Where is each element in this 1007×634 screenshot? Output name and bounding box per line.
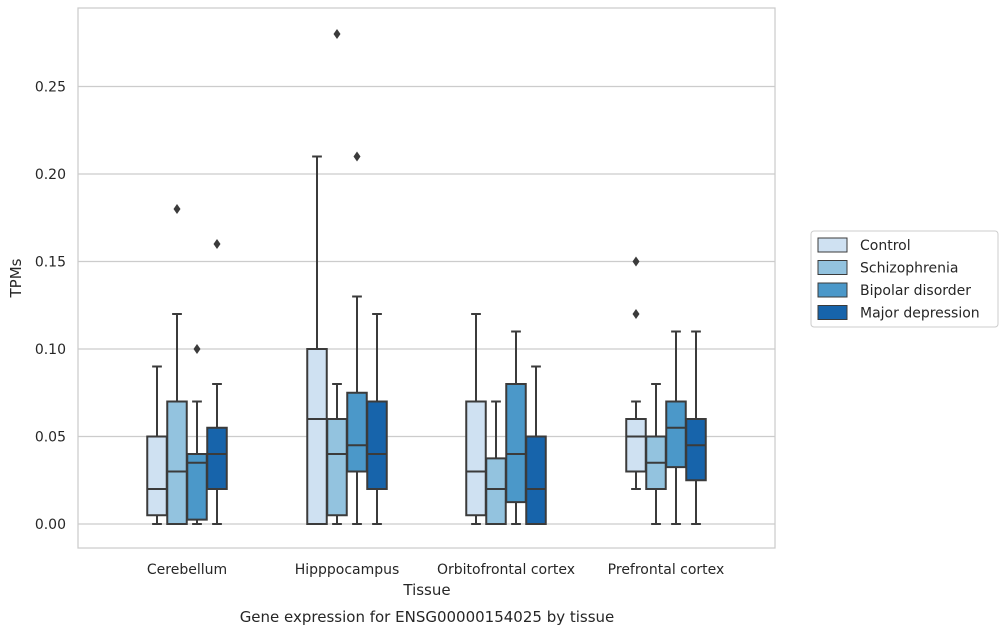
legend-label: Control <box>860 238 911 254</box>
y-tick-label: 0.20 <box>35 167 66 183</box>
legend-frame <box>810 230 999 328</box>
legend-swatch <box>817 305 848 320</box>
y-tick-label: 0.05 <box>35 430 66 446</box>
box-body <box>465 400 487 517</box>
box-major-depression <box>366 313 388 525</box>
box-body <box>366 400 388 490</box>
box-schizophrenia <box>326 29 348 525</box>
box-major-depression <box>525 365 547 525</box>
y-tick-label: 0.10 <box>35 342 66 358</box>
box-body <box>505 383 527 504</box>
y-axis-label: TPMs <box>7 258 25 298</box>
box-schizophrenia <box>166 204 188 525</box>
box-body <box>186 453 208 521</box>
box-body <box>685 418 707 482</box>
outlier-marker <box>353 151 361 162</box>
box-body <box>625 418 647 473</box>
box-bipolar-disorder <box>665 330 687 525</box>
box-control <box>306 155 328 525</box>
chart-caption: Gene expression for ENSG00000154025 by t… <box>240 608 615 626</box>
x-tick-label: Hipppocampus <box>295 562 400 578</box>
box-body <box>485 457 507 525</box>
legend-swatch <box>817 260 848 275</box>
outlier-marker <box>333 29 341 39</box>
box-bipolar-disorder <box>346 151 368 525</box>
legend-label: Major depression <box>860 306 980 322</box>
y-tick-label: 0.25 <box>35 80 66 96</box>
outlier-marker <box>173 204 181 214</box>
box-body <box>166 400 188 525</box>
x-tick-label: Cerebellum <box>147 562 227 578</box>
y-tick-label: 0.00 <box>35 517 66 533</box>
box-body <box>306 348 328 525</box>
legend-label: Schizophrenia <box>860 261 958 277</box>
box-schizophrenia <box>645 383 667 525</box>
x-tick-label: Prefrontal cortex <box>608 562 725 578</box>
outlier-marker <box>632 309 640 319</box>
y-tick-label: 0.15 <box>35 255 66 271</box>
box-schizophrenia <box>485 400 507 525</box>
box-control <box>465 313 487 525</box>
legend-swatch <box>817 282 848 298</box>
box-body <box>525 435 547 525</box>
box-major-depression <box>206 239 228 525</box>
x-tick-labels: Cerebellum Hipppocampus Orbitofrontal cort… <box>147 562 724 578</box>
box-major-depression <box>685 330 707 525</box>
outlier-marker <box>193 344 201 354</box>
legend-swatch <box>817 237 848 253</box>
box-body <box>206 426 228 490</box>
box-body <box>326 418 348 517</box>
outlier-marker <box>632 256 640 267</box>
box-control <box>625 256 647 490</box>
outlier-marker <box>213 239 221 249</box>
legend-label: Bipolar disorder <box>860 283 971 299</box>
x-tick-label: Orbitofrontal cortex <box>437 562 575 578</box>
box-groups <box>146 29 707 525</box>
legend: Control Schizophrenia Bipolar disorder Majo… <box>810 230 999 328</box>
box-bipolar-disorder <box>505 330 527 525</box>
box-control <box>146 365 168 525</box>
plot-frame <box>77 7 776 549</box>
box-bipolar-disorder <box>186 344 208 525</box>
box-body <box>665 400 687 469</box>
box-body <box>346 391 368 473</box>
x-axis-label: Tissue <box>402 581 450 599</box>
y-tick-labels: 0.00 0.05 0.10 0.15 0.20 0.25 <box>35 80 66 534</box>
box-body <box>146 435 168 517</box>
